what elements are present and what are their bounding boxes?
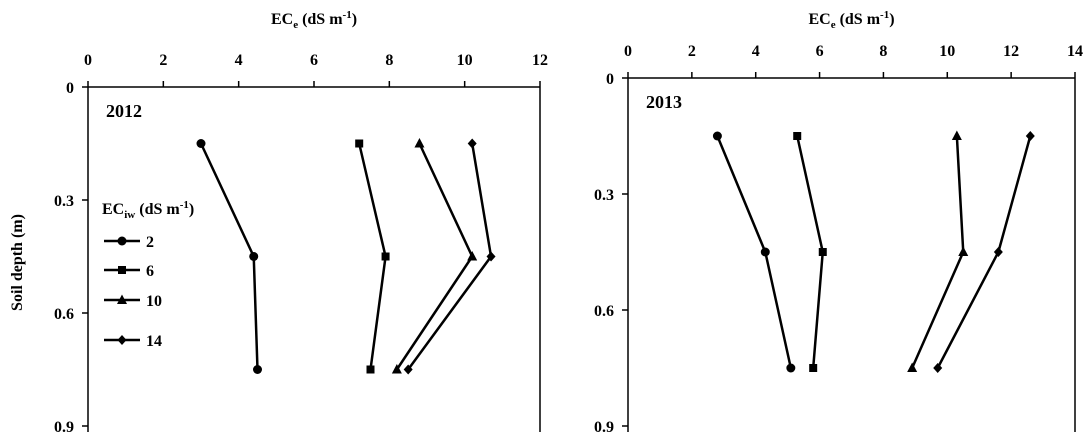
data-point-14 xyxy=(933,363,943,373)
series-2 xyxy=(196,139,262,374)
chart-panel-2013: 0 2 4 6 8 10 12 14 0 0.3 0.6 0.9 ECe (dS m-1) 2013 xyxy=(594,9,1083,432)
x-axis-title-sub: e xyxy=(293,19,298,31)
x-tick-label: 2 xyxy=(688,43,696,60)
data-point-2 xyxy=(253,365,262,374)
data-point-14 xyxy=(486,251,496,262)
legend-label: 2 xyxy=(146,234,154,251)
x-tick-label: 2 xyxy=(159,52,167,69)
y-tick-label: 0.9 xyxy=(594,419,614,432)
series-10 xyxy=(391,138,478,374)
x-tick-label: 10 xyxy=(457,52,473,69)
series-2 xyxy=(712,131,796,373)
x-tick-label: 4 xyxy=(235,52,243,69)
x-axis-title-close: ) xyxy=(889,11,894,28)
legend-marker xyxy=(117,236,127,246)
data-point-2 xyxy=(712,131,722,141)
legend-label: 14 xyxy=(146,333,162,350)
data-point-14 xyxy=(1025,131,1035,141)
x-tick-label: 6 xyxy=(310,52,318,69)
x-tick-label: 6 xyxy=(816,43,824,60)
y-tick-label: 0.3 xyxy=(54,193,74,210)
panel-label: 2013 xyxy=(646,92,682,112)
series-line-2 xyxy=(716,135,793,369)
x-axis-title-main: EC xyxy=(808,11,830,28)
data-point-6 xyxy=(793,132,802,140)
x-tick-label: 0 xyxy=(84,52,92,69)
y-axis-title: Soil depth (m) xyxy=(9,214,26,311)
x-axis-title-sub: e xyxy=(831,19,836,31)
y-tick-label: 0 xyxy=(66,80,74,97)
x-tick-label: 12 xyxy=(1003,43,1019,60)
data-point-14 xyxy=(467,138,477,149)
legend-marker xyxy=(117,335,127,345)
legend-title-sup: -1 xyxy=(180,199,189,211)
data-point-6 xyxy=(809,364,818,372)
data-point-2 xyxy=(196,139,206,148)
data-point-10 xyxy=(951,130,962,140)
legend: ECiw (dS m-1) 2 6 10 14 xyxy=(102,199,194,350)
legend-title: ECiw (dS m-1) xyxy=(102,199,194,221)
x-tick-label: 14 xyxy=(1067,43,1083,60)
data-point-10 xyxy=(907,362,918,372)
x-axis-title-sup: -1 xyxy=(343,9,352,21)
x-axis-title-main: EC xyxy=(271,11,293,28)
legend-title-close: ) xyxy=(189,201,194,218)
x-tick-label: 10 xyxy=(939,43,955,60)
data-point-6 xyxy=(366,365,375,374)
legend-title-units: (dS m xyxy=(135,201,180,218)
series-14 xyxy=(933,131,1035,373)
data-point-10 xyxy=(414,138,425,148)
data-point-2 xyxy=(760,247,770,257)
legend-label: 6 xyxy=(146,263,154,280)
data-point-2 xyxy=(786,363,796,373)
y-tick-label: 0.6 xyxy=(54,306,74,323)
legend-label: 10 xyxy=(146,293,162,310)
x-tick-label: 4 xyxy=(752,43,760,60)
data-point-10 xyxy=(467,251,478,261)
series-14 xyxy=(403,138,496,375)
data-point-14 xyxy=(993,247,1003,257)
legend-marker xyxy=(117,294,127,304)
panel-label: 2012 xyxy=(106,101,142,121)
data-point-10 xyxy=(958,246,969,256)
legend-title-main: EC xyxy=(102,201,124,218)
y-tick-label: 0.6 xyxy=(594,303,614,320)
legend-title-sub: iw xyxy=(124,209,135,221)
x-tick-label: 8 xyxy=(385,52,393,69)
x-axis-title-close: ) xyxy=(352,11,357,28)
series-10 xyxy=(907,130,969,372)
data-point-10 xyxy=(391,364,402,374)
y-tick-label: 0 xyxy=(606,71,614,88)
series-line-2 xyxy=(199,142,259,370)
x-axis-title: ECe (dS m-1) xyxy=(271,9,357,31)
series-line-14 xyxy=(936,135,1032,369)
data-point-14 xyxy=(403,364,413,375)
series-6 xyxy=(793,132,827,372)
data-point-6 xyxy=(381,252,390,261)
y-tick-label: 0.3 xyxy=(594,187,614,204)
x-axis-title-units: (dS m xyxy=(836,11,881,28)
x-axis-title-sup: -1 xyxy=(880,9,889,21)
y-tick-label: 0.9 xyxy=(54,419,74,432)
data-point-6 xyxy=(355,139,364,148)
x-tick-label: 8 xyxy=(879,43,887,60)
data-point-2 xyxy=(249,252,259,261)
series-6 xyxy=(355,139,390,374)
x-tick-label: 0 xyxy=(624,43,632,60)
x-axis-title: ECe (dS m-1) xyxy=(808,9,894,31)
data-point-6 xyxy=(818,248,827,256)
legend-marker xyxy=(118,266,126,274)
x-axis-title-units: (dS m xyxy=(298,11,343,28)
x-tick-label: 12 xyxy=(532,52,548,69)
